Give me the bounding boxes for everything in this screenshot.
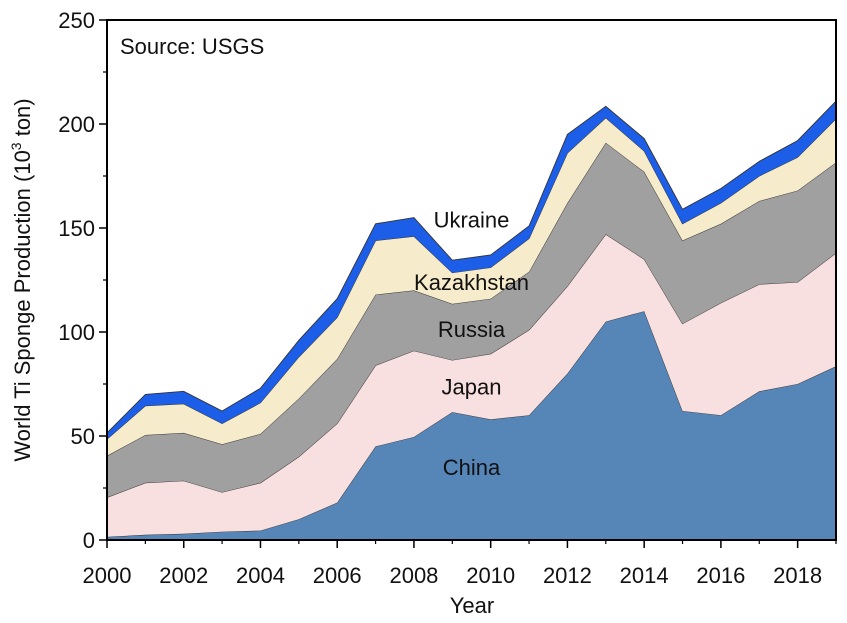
series-labels: China Japan Russia Kazakhstan Ukraine <box>414 208 529 481</box>
y-axis-ticks: 0 50 100 150 200 250 <box>58 8 107 553</box>
area-japan <box>107 234 836 537</box>
x-axis-title: Year <box>450 593 494 618</box>
y-axis-title-main: World Ti Sponge Production (10 <box>10 150 35 461</box>
y-tick-label-100: 100 <box>58 320 95 345</box>
x-tick-label-2006: 2006 <box>313 563 362 588</box>
x-tick-label-2000: 2000 <box>83 563 132 588</box>
area-ukraine <box>107 101 836 440</box>
series-label-japan: Japan <box>442 374 502 399</box>
area-edge-ukraine <box>106 100 837 434</box>
source-annotation: Source: USGS <box>120 34 264 59</box>
x-tick-label-2008: 2008 <box>389 563 438 588</box>
x-tick-label-2014: 2014 <box>620 563 669 588</box>
area-kazakhstan <box>107 117 836 456</box>
y-tick-label-200: 200 <box>58 112 95 137</box>
x-tick-label-2016: 2016 <box>696 563 745 588</box>
y-tick-label-150: 150 <box>58 216 95 241</box>
x-tick-label-2002: 2002 <box>159 563 208 588</box>
x-tick-label-2010: 2010 <box>466 563 515 588</box>
series-label-china: China <box>443 455 501 480</box>
y-axis-title-superscript: 3 <box>8 142 24 150</box>
y-tick-label-250: 250 <box>58 8 95 33</box>
x-tick-label-2012: 2012 <box>543 563 592 588</box>
series-label-russia: Russia <box>438 317 506 342</box>
series-label-kazakhstan: Kazakhstan <box>414 270 529 295</box>
series-areas <box>106 100 837 540</box>
area-china <box>107 311 836 540</box>
series-label-ukraine: Ukraine <box>434 208 510 233</box>
x-tick-label-2018: 2018 <box>773 563 822 588</box>
y-axis-title-tail: ton) <box>10 98 35 142</box>
y-axis-title: World Ti Sponge Production (103 ton) <box>8 98 35 461</box>
x-tick-label-2004: 2004 <box>236 563 285 588</box>
y-tick-label-0: 0 <box>83 528 95 553</box>
y-tick-label-50: 50 <box>71 424 95 449</box>
x-axis-ticks: 2000 2002 2004 2006 2008 2010 2012 2014 2016 2018 <box>83 540 837 588</box>
area-russia <box>107 142 836 498</box>
